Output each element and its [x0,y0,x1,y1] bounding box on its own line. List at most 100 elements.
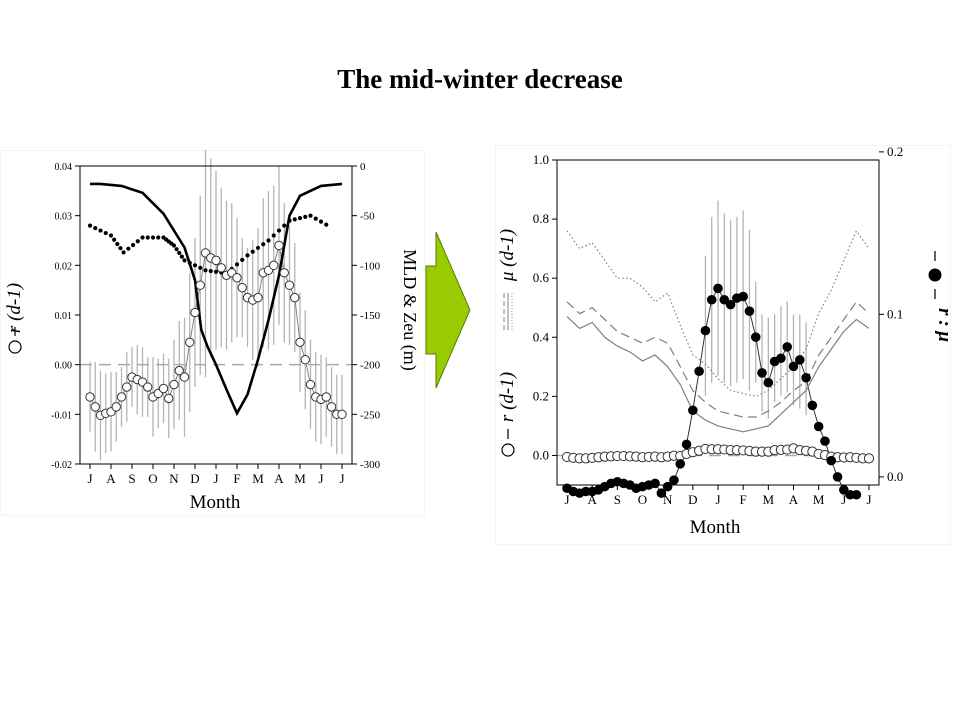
filled-circle-legend-icon [928,268,942,282]
x-tick-label: A [106,471,116,486]
right-chart-frame [495,145,951,545]
dotted-series-dot [145,235,150,240]
dotted-series-dot [156,235,161,240]
dotted-series-dot [297,216,303,221]
y-tick-label: 0.0 [533,447,549,462]
left-points [85,240,347,421]
open-circle-point [216,263,226,273]
open-circle-point [279,268,289,278]
right-x-axis-label: Month [690,517,741,538]
dotted-series-dot [271,233,276,238]
x-tick-label: S [128,471,135,486]
dotted-series-dot [103,230,108,236]
dotted-series-dot [192,263,198,268]
open-circle-point [253,292,263,303]
filled-circle-point [725,299,736,310]
dotted-series-dot [208,268,213,274]
filled-circle-point [782,342,793,352]
dotted-series-dot [318,219,324,224]
y-tick-label: -0.02 [51,460,72,471]
dotted-series-dot [98,228,103,233]
x-tick-label: O [638,492,647,507]
dotted-series-dot [126,246,131,251]
open-circle-point [237,282,247,293]
open-circle-legend-icon [8,340,22,354]
x-tick-label: F [233,471,240,486]
filled-circle-point [788,361,799,372]
open-circle-point [305,379,316,390]
open-circle-point [122,382,132,392]
y2-tick-label: -250 [360,409,381,421]
open-circle-point [290,292,300,303]
filled-circle-point [813,421,824,432]
dotted-series-dot [177,250,182,256]
dotted-series-dot [313,216,318,221]
right-y2-axis-label: r : μ [928,251,951,342]
dotted-series-dot [203,268,208,273]
dotted-series-dot [303,214,308,220]
dotted-series-dot [118,246,123,251]
dotted-series-dot [108,233,114,238]
filled-circle-point [700,325,711,336]
filled-circle-point [807,400,818,411]
open-circle-point [116,392,127,402]
filled-circle-point [801,372,811,383]
filled-circle-point [794,355,805,365]
left-x-axis-label: Month [190,492,241,513]
x-tick-label: D [190,471,199,486]
open-circle-point [143,382,153,392]
y-tick-label: 0.4 [533,329,550,344]
open-circle-point [863,453,875,464]
solid-series-line [90,182,343,417]
y2-tick-label: 0.1 [887,306,903,321]
dotted-series-dot [130,242,136,248]
x-tick-label: J [213,471,218,486]
y2-tick-label: -200 [360,360,381,372]
x-tick-label: J [339,471,344,486]
open-circle-point [179,372,190,382]
filled-circle-point [750,332,761,342]
dotted-series-dot [213,269,219,274]
dotted-series-dot [250,249,255,254]
open-circle-legend-icon [501,443,515,457]
open-circle-point [111,402,121,412]
dotted-series-dot [87,223,93,228]
filled-circle-point [757,368,767,378]
x-tick-label: D [688,492,697,507]
dotted-series-dot [292,217,297,222]
y-tick-label: 0.03 [55,212,73,223]
y-tick-label: 0.04 [55,162,73,173]
dotted-series-dot [135,239,140,244]
dotted-series-dot [93,225,98,231]
open-circle-point [174,365,184,376]
dotted-series-dot [121,250,126,255]
y-tick-label: 0.6 [533,270,550,285]
y2-tick-label: 0 [360,161,366,173]
x-tick-label: S [614,492,621,507]
dotted-series-dot [287,218,292,223]
dotted-series-dot [276,228,282,233]
x-tick-label: M [294,471,306,486]
filled-circle-point [688,405,698,416]
filled-circle-point [820,436,830,446]
left-y2-axis-label: MLD & Zeu (m) [399,249,420,370]
filled-circle-point [669,475,679,485]
dotted-series-dot [187,260,192,265]
open-circle-point [326,402,337,412]
filled-circle-point [776,353,786,364]
filled-circle-point [694,366,704,377]
dotted-series-dot [179,254,184,259]
open-circle-point [269,260,279,271]
filled-circle-point [851,489,862,500]
y-tick-label: 0.00 [55,361,73,372]
filled-circle-point [675,459,686,469]
open-circle-point [232,273,242,283]
open-circle-point [321,392,331,402]
x-tick-label: J [841,492,846,507]
y2-tick-label: 0.0 [887,469,903,484]
open-circle-point [300,355,310,365]
solid-series-line [566,316,870,433]
dotted-series-dot [198,265,203,270]
x-tick-label: F [740,492,747,507]
open-circle-point [85,392,95,402]
